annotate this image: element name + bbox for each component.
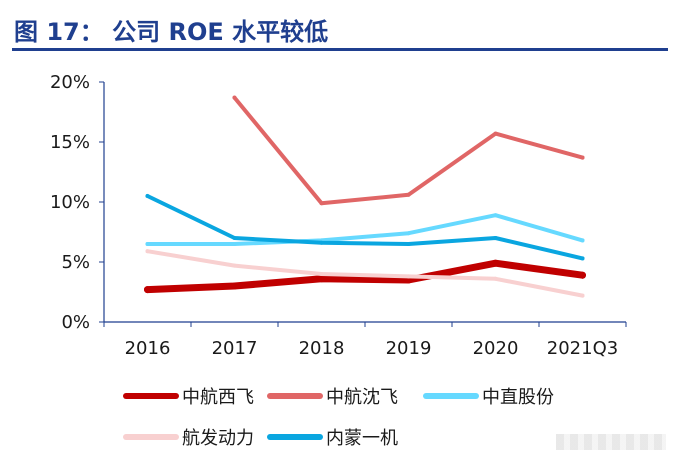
legend-label-1: 中航沈飞 [326, 387, 398, 408]
chart-series [144, 95, 586, 298]
x-tick-label: 2019 [386, 338, 432, 359]
series-0-point [144, 286, 151, 294]
figure-header: 图 17： 公司 ROE 水平较低 [0, 0, 678, 54]
series-0-point [492, 259, 499, 267]
series-1-point [319, 201, 324, 206]
series-4-point [493, 236, 498, 240]
series-4-point [232, 236, 237, 240]
series-2-point [493, 213, 498, 218]
x-tick-label: 2016 [125, 338, 171, 359]
y-tick-label: 0% [61, 312, 90, 333]
series-3-point [232, 263, 237, 268]
series-4-point [145, 194, 150, 198]
x-tick-label: 2020 [473, 338, 519, 359]
series-1-point [406, 192, 411, 197]
series-line-1 [232, 95, 585, 206]
legend-label-2: 中直股份 [482, 387, 554, 408]
series-0-point [579, 271, 586, 279]
x-tick-label: 2021Q3 [547, 338, 618, 359]
watermark-blur [556, 434, 666, 450]
x-tick-label: 2017 [212, 338, 258, 359]
series-line-2 [145, 213, 585, 246]
series-3-point [493, 276, 498, 281]
series-4-point [580, 256, 585, 261]
series-2-point [406, 231, 411, 236]
x-tick-label: 2018 [299, 338, 345, 359]
series-3-point [406, 274, 411, 279]
series-2-point [232, 242, 237, 246]
series-line-3 [145, 249, 585, 298]
title-underline [12, 48, 668, 51]
series-1-point [580, 155, 585, 160]
figure-title: 图 17： 公司 ROE 水平较低 [14, 18, 329, 46]
series-0-point [318, 275, 325, 283]
y-tick-label: 20% [50, 72, 90, 93]
series-1-point [232, 95, 237, 100]
series-2-point [580, 238, 585, 243]
legend-label-4: 内蒙一机 [326, 428, 398, 449]
series-3-point [145, 249, 150, 254]
y-tick-label: 5% [61, 252, 90, 273]
legend-label-0: 中航西飞 [182, 387, 254, 408]
series-1-point [493, 131, 498, 136]
series-4-point [406, 242, 411, 246]
series-0-point [231, 282, 238, 290]
series-3-point [580, 293, 585, 298]
series-3-point [319, 272, 324, 276]
series-line-0 [144, 259, 586, 294]
y-tick-label: 15% [50, 132, 90, 153]
chart-axes: 0% 5% 10% 15% 20% 2016 2017 2018 2019 2020 2021Q3 [50, 72, 627, 359]
legend-label-3: 航发动力 [182, 428, 254, 449]
series-2-point [145, 242, 150, 246]
y-tick-label: 10% [50, 192, 90, 213]
series-line-4 [145, 194, 585, 261]
series-4-point [319, 240, 324, 245]
